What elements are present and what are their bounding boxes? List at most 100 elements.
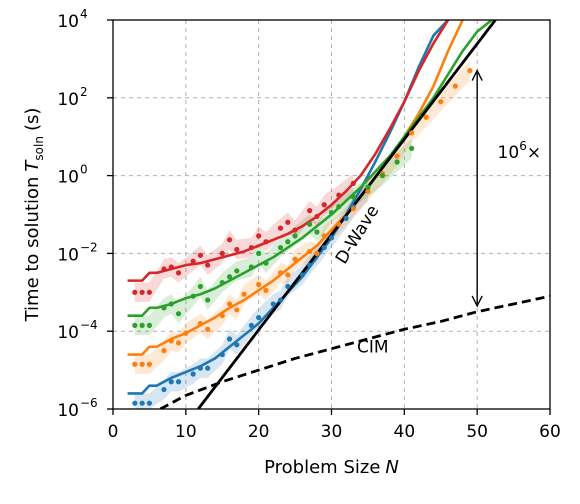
y-tick-label: 10 (57, 323, 79, 343)
series-3-point (161, 266, 167, 272)
series-3-point (219, 250, 225, 256)
speedup-arrow-head-top (471, 69, 483, 81)
series-5-line (159, 294, 550, 409)
x-tick-label: 60 (539, 422, 561, 442)
series-2-point (146, 322, 153, 328)
series-0-point (234, 342, 240, 348)
series-0-point (205, 365, 211, 371)
series-1-point (183, 330, 189, 336)
y-tick-label: 10 (57, 245, 79, 265)
series-2-point (336, 204, 342, 210)
factor-base: 10 (498, 143, 520, 163)
series-1-point (277, 270, 284, 276)
series-1-point (314, 250, 320, 256)
series-1-point (161, 348, 167, 354)
y-axis-title-unit: (s) (22, 108, 43, 131)
series-3-point (146, 289, 153, 295)
series-1-point (241, 291, 247, 297)
series-1-point (365, 188, 371, 194)
series-0-point (175, 379, 182, 385)
series-2-point (328, 209, 335, 216)
series-0-point (307, 262, 313, 268)
data-points (132, 67, 473, 406)
x-axis-title-text: Problem Size (264, 457, 380, 478)
series-3-point (263, 239, 269, 245)
series-2-point (175, 311, 182, 317)
series-1-point (452, 83, 458, 89)
series-2-point (139, 322, 145, 328)
x-tick-label: 50 (466, 422, 488, 442)
series-1-point (438, 99, 444, 105)
series-1-point (292, 256, 298, 262)
x-tick-label: 40 (394, 422, 416, 442)
series-2-point (168, 301, 174, 307)
series-0-point (277, 297, 284, 303)
series-1-point (219, 313, 225, 319)
series-0-point (168, 379, 174, 385)
series-0-point (343, 215, 349, 221)
series-2-point (234, 268, 240, 274)
x-tick-label: 10 (175, 422, 197, 442)
series-2-point (350, 194, 356, 200)
series-3-point (256, 233, 262, 239)
series-2-point (307, 221, 313, 227)
series-3-point (321, 202, 327, 208)
series-2-point (205, 297, 211, 303)
series-3-point (190, 258, 196, 264)
x-axis-title: Problem Size N (264, 457, 399, 478)
series-3-band (134, 173, 354, 303)
y-axis-title-sub: soln (32, 136, 46, 161)
y-axis-title-var: T (22, 159, 43, 172)
series-3-point (350, 180, 356, 186)
series-3-point (336, 192, 342, 198)
series-1-point (394, 153, 400, 159)
factor-exponent: 6 (519, 139, 527, 153)
y-tick-exponent: −6 (80, 396, 98, 410)
y-tick-label: 10 (57, 401, 79, 421)
series-0-point (190, 371, 196, 377)
series-1-point (197, 320, 203, 327)
series-2-band (134, 138, 412, 336)
series-3-point (285, 219, 291, 225)
series-2-point (248, 264, 254, 270)
series-2-point (219, 279, 225, 286)
series-2-point (197, 283, 203, 290)
series-0-point (285, 283, 291, 290)
series-1-point (146, 361, 153, 367)
speedup-arrow-head-bottom (471, 295, 483, 308)
series-0-point (197, 365, 203, 371)
series-0-point (132, 400, 138, 406)
series-1-point (321, 233, 327, 239)
series-2-point (292, 233, 298, 239)
series-0-point (270, 301, 276, 307)
series-4-line (197, 20, 497, 409)
series-2-point (256, 250, 262, 256)
y-tick-label: 10 (57, 168, 79, 188)
speedup-factor-label: 106× (498, 139, 542, 163)
y-tick-exponent: 0 (80, 163, 88, 177)
y-tick-exponent: −2 (80, 240, 98, 254)
series-2-point (132, 322, 138, 328)
series-0-point (161, 386, 167, 393)
series-3-point (307, 208, 313, 214)
series-2-point (226, 274, 233, 280)
x-tick-label: 30 (321, 422, 343, 442)
x-axis-ticks: 0 10 20 30 40 50 60 (108, 409, 561, 442)
series-0-point (248, 322, 254, 328)
series-3-point (248, 244, 254, 251)
series-2-point (190, 293, 196, 299)
y-tick-exponent: 2 (80, 85, 88, 99)
series-1-point (263, 287, 269, 293)
series-2-point (161, 305, 167, 311)
series-1-point (132, 361, 138, 367)
series-1-point (350, 206, 356, 212)
series-2-point (409, 145, 415, 151)
series-3-point (197, 252, 203, 258)
series-3-point (234, 246, 240, 253)
series-1-point (175, 340, 182, 346)
y-tick-exponent: −4 (80, 318, 98, 332)
series-2-point (379, 173, 386, 179)
factor-suffix: × (527, 143, 541, 163)
